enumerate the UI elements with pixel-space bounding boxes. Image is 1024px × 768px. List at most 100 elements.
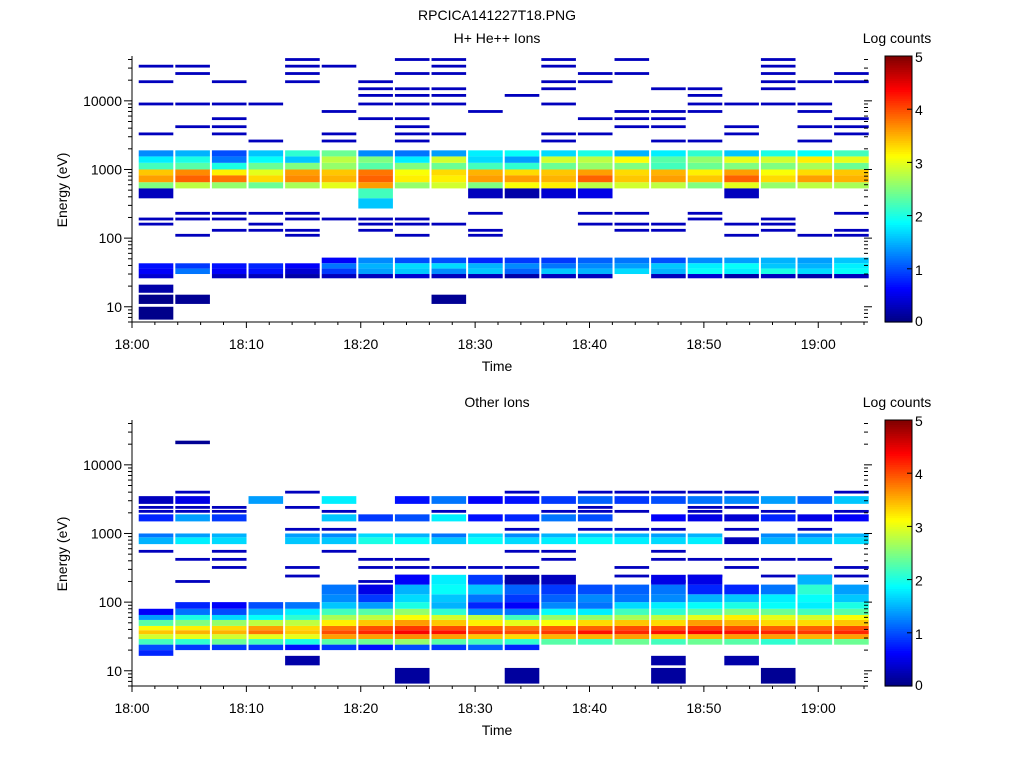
- heatmap-cell: [724, 150, 759, 157]
- heatmap-cell: [614, 594, 650, 603]
- heatmap-cell: [321, 533, 357, 538]
- heatmap-cell: [431, 257, 467, 264]
- heatmap-cell: [614, 566, 650, 569]
- heatmap-cell: [358, 117, 393, 121]
- heatmap-cell: [614, 584, 650, 595]
- colorbar-swatch: [885, 319, 912, 323]
- heatmap-cell: [760, 156, 796, 163]
- heatmap-cell: [358, 514, 393, 522]
- colorbar-swatch: [885, 233, 912, 237]
- heatmap-cell: [687, 614, 723, 620]
- colorbar-swatch: [885, 62, 912, 66]
- heatmap-cell: [687, 630, 723, 635]
- heatmap-cell: [248, 614, 284, 620]
- heatmap-cell: [248, 211, 284, 215]
- heatmap-cell: [211, 557, 247, 561]
- heatmap-cell: [175, 630, 210, 635]
- heatmap-cell: [358, 222, 393, 226]
- colorbar-swatch: [885, 295, 912, 299]
- heatmap-cell: [394, 182, 430, 189]
- heatmap-cell: [321, 263, 357, 269]
- heatmap-cell: [211, 268, 247, 275]
- heatmap-cell: [760, 182, 796, 189]
- heatmap-cell: [431, 169, 467, 176]
- colorbar-swatch: [885, 477, 912, 481]
- heatmap-cell: [504, 94, 540, 97]
- heatmap-cell: [724, 156, 759, 163]
- heatmap-cell: [211, 102, 247, 106]
- colorbar-swatch: [885, 670, 912, 674]
- colorbar-swatch: [885, 639, 912, 643]
- colorbar-swatch: [885, 297, 912, 301]
- colorbar-swatch: [885, 195, 912, 199]
- colorbar-swatch: [885, 111, 912, 115]
- colorbar-swatch: [885, 313, 912, 316]
- heatmap-cell: [760, 574, 796, 578]
- heatmap-cell: [394, 639, 430, 645]
- heatmap-cell: [504, 169, 540, 176]
- colorbar-swatch: [885, 224, 912, 228]
- heatmap-cell: [468, 594, 503, 603]
- heatmap-cell: [797, 169, 833, 176]
- heatmap-cell: [760, 222, 796, 226]
- colorbar-swatch: [885, 217, 912, 221]
- heatmap-cell: [541, 496, 576, 504]
- heatmap-cell: [760, 584, 796, 595]
- colorbar-swatch: [885, 674, 912, 678]
- colorbar-swatch: [885, 528, 912, 532]
- heatmap-cell: [285, 150, 320, 157]
- colorbar-swatch: [885, 91, 912, 95]
- colorbar-swatch: [885, 508, 912, 512]
- colorbar-swatch: [885, 273, 912, 277]
- colorbar-swatch: [885, 155, 912, 159]
- heatmap-cell: [577, 608, 613, 615]
- heatmap-cell: [834, 490, 869, 494]
- heatmap-cell: [834, 263, 869, 269]
- colorbar-swatch: [885, 118, 912, 121]
- heatmap-cell: [577, 188, 613, 199]
- heatmap-cell: [504, 496, 540, 504]
- heatmap-cell: [651, 156, 686, 163]
- heatmap-cell: [321, 594, 357, 603]
- x-tick-label: 18:30: [458, 700, 493, 716]
- heatmap-cell: [651, 619, 686, 626]
- colorbar-swatch: [885, 521, 912, 525]
- heatmap-cell: [431, 574, 467, 585]
- colorbar-swatch: [885, 575, 912, 578]
- colorbar-swatch: [885, 513, 912, 516]
- heatmap-cell: [541, 634, 576, 640]
- heatmap-cell: [211, 537, 247, 545]
- colorbar-swatch: [885, 435, 912, 439]
- colorbar-swatch: [885, 635, 912, 638]
- heatmap-cell: [358, 566, 393, 569]
- heatmap-cell: [431, 537, 467, 545]
- colorbar-swatch: [885, 182, 912, 186]
- colorbar-swatch: [885, 548, 912, 552]
- heatmap-cell: [577, 268, 613, 275]
- heatmap-cell: [834, 614, 869, 620]
- heatmap-cell: [175, 294, 210, 304]
- heatmap-cell: [285, 614, 320, 620]
- heatmap-cell: [760, 602, 796, 609]
- heatmap-cell: [394, 514, 430, 522]
- heatmap-cell: [834, 132, 869, 136]
- colorbar-swatch: [885, 422, 912, 426]
- heatmap-cell: [248, 608, 284, 615]
- heatmap-cell: [541, 274, 576, 279]
- heatmap-cell: [394, 117, 430, 121]
- colorbar-swatch: [885, 621, 912, 625]
- colorbar-swatch: [885, 515, 912, 519]
- heatmap-cell: [724, 614, 759, 620]
- heatmap-cell: [285, 162, 320, 170]
- heatmap-cell: [760, 257, 796, 264]
- colorbar-swatch: [885, 581, 912, 585]
- colorbar-swatch: [885, 486, 912, 490]
- heatmap-cell: [285, 490, 320, 494]
- colorbar-swatch: [885, 126, 912, 130]
- colorbar-frame: [884, 419, 913, 687]
- colorbar-2: 0 1 2 3 4 5: [884, 413, 923, 693]
- heatmap-cell: [358, 630, 393, 635]
- colorbar-swatch: [885, 246, 912, 250]
- colorbar-swatch: [885, 683, 912, 687]
- x-tick-label: 18:10: [229, 336, 264, 352]
